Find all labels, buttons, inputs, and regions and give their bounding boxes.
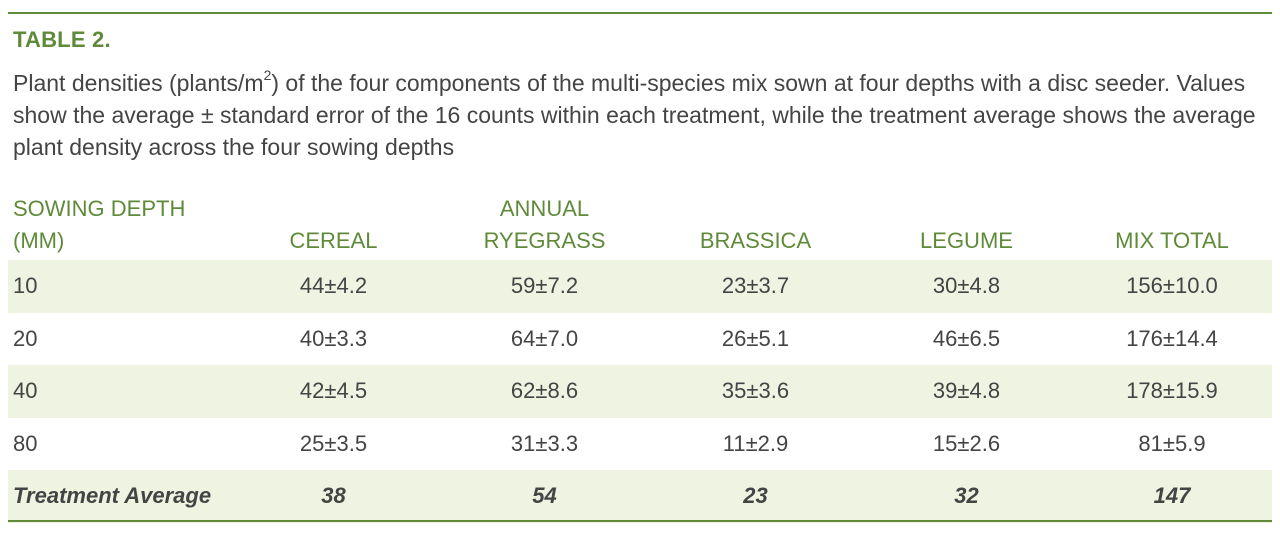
caption-text-end: ) of the four components of the multi-sp… xyxy=(13,70,1256,160)
cell-cereal: 42±4.5 xyxy=(228,365,439,418)
cell-legume: 15±2.6 xyxy=(932,430,1001,456)
header-ryegrass-line2: RYEGRASS xyxy=(483,228,606,253)
cell-depth: 10 xyxy=(8,260,228,313)
table-row: 10 44±4.2 59±7.2 23±3.7 30±4.8 156±10.0 xyxy=(8,260,1272,313)
cell-depth: 40 xyxy=(8,365,228,418)
top-divider xyxy=(8,12,1272,14)
cell-depth: 20 xyxy=(13,325,38,351)
treatment-average-row: Treatment Average 38 54 23 32 147 xyxy=(8,470,1272,523)
cell-ryegrass: 31±3.3 xyxy=(510,430,579,456)
table-row: 80 25±3.5 31±3.3 11±2.9 15±2.6 81±5.9 xyxy=(8,418,1272,471)
average-mix-total: 147 xyxy=(1072,470,1272,523)
header-sowing-depth-line2: (MM) xyxy=(13,228,65,253)
cell-legume: 46±6.5 xyxy=(932,325,1001,351)
cell-brassica: 11±2.9 xyxy=(722,430,789,456)
cell-legume: 30±4.8 xyxy=(861,260,1072,313)
cell-cereal: 25±3.5 xyxy=(299,430,368,456)
header-row: SOWING DEPTH (MM) CEREAL ANNUAL RYEGRASS B… xyxy=(8,193,1272,260)
average-legume: 32 xyxy=(861,470,1072,523)
cell-cereal: 44±4.2 xyxy=(228,260,439,313)
cell-ryegrass: 64±7.0 xyxy=(510,325,579,351)
cell-depth: 80 xyxy=(13,430,38,456)
cell-brassica: 23±3.7 xyxy=(650,260,861,313)
header-cereal: CEREAL xyxy=(289,228,378,253)
table-row: 40 42±4.5 62±8.6 35±3.6 39±4.8 178±15.9 xyxy=(8,365,1272,418)
cell-mix-total: 156±10.0 xyxy=(1072,260,1272,313)
average-cereal: 38 xyxy=(228,470,439,523)
cell-brassica: 35±3.6 xyxy=(650,365,861,418)
cell-ryegrass: 62±8.6 xyxy=(439,365,650,418)
header-legume: LEGUME xyxy=(920,228,1013,253)
header-annual-ryegrass: ANNUAL RYEGRASS xyxy=(439,193,650,260)
caption-superscript: 2 xyxy=(263,67,272,84)
plant-density-table: SOWING DEPTH (MM) CEREAL ANNUAL RYEGRASS B… xyxy=(8,193,1272,523)
average-brassica: 23 xyxy=(650,470,861,523)
cell-ryegrass: 59±7.2 xyxy=(439,260,650,313)
cell-cereal: 40±3.3 xyxy=(299,325,368,351)
cell-brassica: 26±5.1 xyxy=(721,325,790,351)
header-ryegrass-line1: ANNUAL xyxy=(499,196,590,221)
cell-mix-total: 81±5.9 xyxy=(1138,430,1206,456)
caption-text-start: Plant densities (plants/m xyxy=(13,70,264,96)
cell-mix-total: 178±15.9 xyxy=(1072,365,1272,418)
average-ryegrass: 54 xyxy=(439,470,650,523)
table-caption: Plant densities (plants/m2) of the four … xyxy=(13,67,1268,163)
header-brassica: BRASSICA xyxy=(699,228,812,253)
header-sowing-depth-line1: SOWING DEPTH xyxy=(13,196,186,221)
table-row: 20 40±3.3 64±7.0 26±5.1 46±6.5 176±14.4 xyxy=(8,313,1272,366)
header-mix-total: MIX TOTAL xyxy=(1115,228,1229,253)
bottom-divider xyxy=(8,520,1272,522)
average-label: Treatment Average xyxy=(8,470,228,523)
cell-legume: 39±4.8 xyxy=(861,365,1072,418)
table-label: TABLE 2. xyxy=(13,27,111,52)
cell-mix-total: 176±14.4 xyxy=(1126,325,1218,351)
header-sowing-depth: SOWING DEPTH (MM) xyxy=(8,193,228,260)
